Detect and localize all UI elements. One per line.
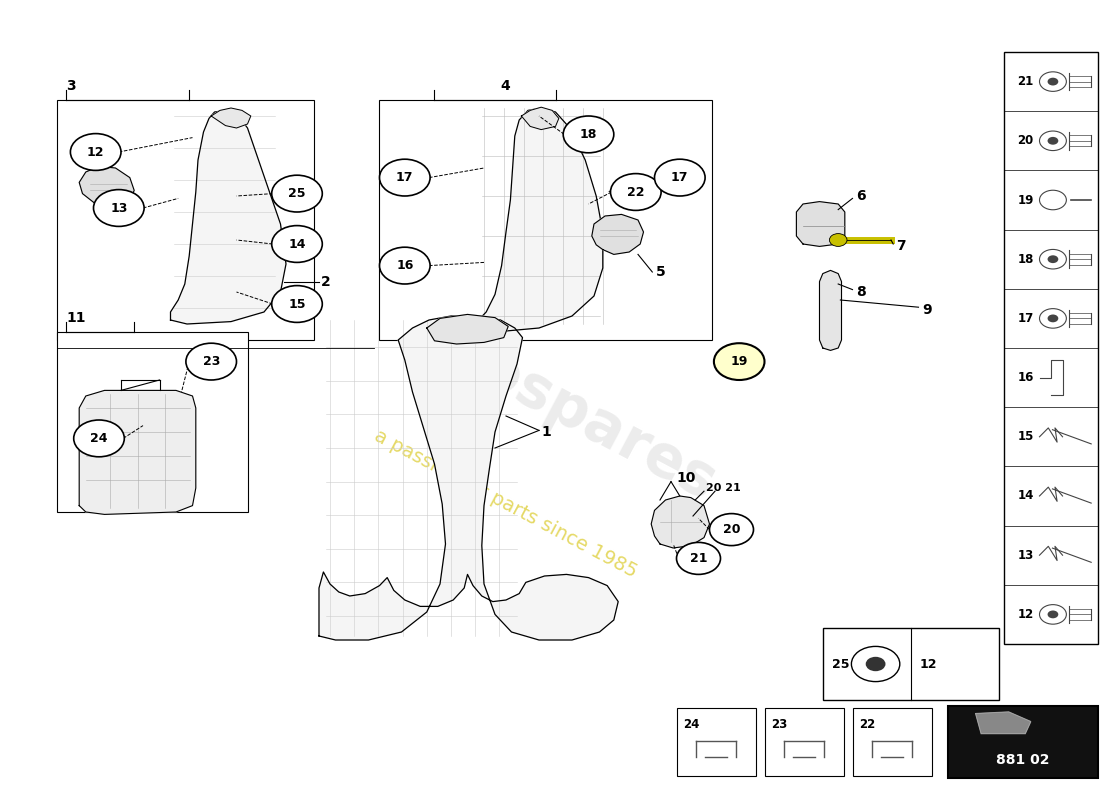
Circle shape (714, 343, 764, 380)
Text: 17: 17 (671, 171, 689, 184)
Polygon shape (976, 712, 1031, 734)
Text: 6: 6 (856, 189, 866, 203)
Text: 881 02: 881 02 (997, 753, 1049, 767)
Circle shape (186, 343, 236, 380)
Text: 15: 15 (1018, 430, 1034, 443)
Polygon shape (79, 390, 196, 514)
Circle shape (272, 226, 322, 262)
Text: 23: 23 (202, 355, 220, 368)
FancyBboxPatch shape (676, 708, 756, 776)
Polygon shape (478, 108, 603, 332)
Polygon shape (170, 110, 286, 324)
FancyBboxPatch shape (1004, 52, 1098, 644)
Text: 21: 21 (1018, 75, 1034, 88)
Text: 14: 14 (1018, 490, 1034, 502)
Circle shape (829, 234, 847, 246)
Polygon shape (521, 107, 559, 130)
Circle shape (379, 247, 430, 284)
Text: 14: 14 (288, 238, 306, 250)
Text: 16: 16 (396, 259, 414, 272)
Circle shape (866, 657, 886, 671)
FancyBboxPatch shape (764, 708, 844, 776)
Circle shape (1047, 137, 1058, 145)
Text: 9: 9 (922, 302, 932, 317)
Text: 22: 22 (859, 718, 876, 730)
Polygon shape (319, 316, 618, 640)
Circle shape (1047, 78, 1058, 86)
Circle shape (379, 159, 430, 196)
Polygon shape (820, 270, 842, 350)
Polygon shape (651, 496, 710, 548)
Circle shape (654, 159, 705, 196)
Text: 13: 13 (1018, 549, 1034, 562)
Text: 20: 20 (1018, 134, 1034, 147)
Text: 20: 20 (723, 523, 740, 536)
Text: 18: 18 (1018, 253, 1034, 266)
Circle shape (1047, 610, 1058, 618)
FancyBboxPatch shape (379, 100, 712, 340)
Text: 19: 19 (1018, 194, 1034, 206)
Polygon shape (79, 166, 134, 208)
Text: 12: 12 (1018, 608, 1034, 621)
Text: 19: 19 (730, 355, 748, 368)
Text: 21: 21 (690, 552, 707, 565)
Circle shape (74, 420, 124, 457)
Text: 15: 15 (288, 298, 306, 310)
FancyBboxPatch shape (57, 100, 314, 340)
Circle shape (851, 646, 900, 682)
Text: 12: 12 (920, 658, 937, 670)
Text: eurospares: eurospares (374, 288, 726, 512)
Text: 17: 17 (1018, 312, 1034, 325)
FancyBboxPatch shape (57, 332, 248, 512)
FancyBboxPatch shape (823, 628, 999, 700)
Text: a passion for parts since 1985: a passion for parts since 1985 (372, 426, 640, 582)
Circle shape (710, 514, 754, 546)
Text: 4: 4 (500, 78, 510, 93)
Circle shape (94, 190, 144, 226)
Text: 11: 11 (66, 310, 86, 325)
Circle shape (272, 175, 322, 212)
Circle shape (610, 174, 661, 210)
Polygon shape (796, 202, 845, 246)
Text: 25: 25 (832, 658, 849, 670)
FancyBboxPatch shape (852, 708, 932, 776)
Circle shape (70, 134, 121, 170)
Text: 18: 18 (580, 128, 597, 141)
Text: 17: 17 (396, 171, 414, 184)
FancyBboxPatch shape (948, 706, 1098, 778)
Text: 23: 23 (771, 718, 788, 730)
Text: 8: 8 (856, 285, 866, 299)
Text: 3: 3 (66, 78, 76, 93)
Circle shape (1047, 255, 1058, 263)
Circle shape (676, 542, 720, 574)
Text: 10: 10 (676, 471, 696, 486)
Polygon shape (592, 214, 644, 254)
Text: 16: 16 (1018, 371, 1034, 384)
Text: 12: 12 (87, 146, 104, 158)
Text: 1: 1 (541, 425, 551, 439)
Polygon shape (427, 314, 508, 344)
Polygon shape (211, 108, 251, 128)
Text: 2: 2 (321, 274, 331, 289)
Circle shape (1047, 314, 1058, 322)
Text: 22: 22 (627, 186, 645, 198)
Circle shape (563, 116, 614, 153)
Text: 7: 7 (896, 239, 906, 254)
Text: 25: 25 (288, 187, 306, 200)
Text: 5: 5 (656, 265, 666, 279)
Circle shape (272, 286, 322, 322)
Text: 24: 24 (683, 718, 700, 730)
Text: 24: 24 (90, 432, 108, 445)
Text: 20 21: 20 21 (706, 483, 741, 493)
Text: 13: 13 (110, 202, 128, 214)
